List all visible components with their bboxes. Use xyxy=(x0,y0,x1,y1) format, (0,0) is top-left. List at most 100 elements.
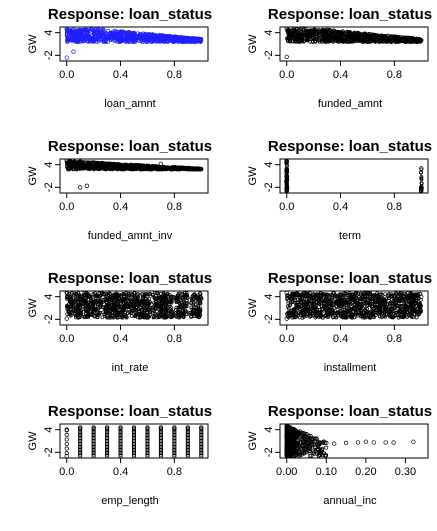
data-point xyxy=(95,293,100,298)
data-point xyxy=(311,308,316,312)
data-point xyxy=(81,30,85,35)
data-point xyxy=(328,28,332,32)
data-point xyxy=(118,302,123,307)
data-point xyxy=(130,307,134,312)
data-point xyxy=(307,291,312,295)
data-point xyxy=(328,293,333,298)
data-point xyxy=(398,298,403,303)
x-tick-label: 0.8 xyxy=(167,333,182,345)
data-point xyxy=(113,309,118,313)
data-point xyxy=(365,38,370,43)
data-point xyxy=(73,308,78,313)
data-point xyxy=(175,38,179,43)
data-point xyxy=(375,34,380,38)
data-point xyxy=(170,311,175,316)
data-point xyxy=(64,32,69,36)
data-point xyxy=(125,36,129,41)
data-point xyxy=(84,160,88,165)
data-point xyxy=(151,293,155,297)
data-point xyxy=(183,295,187,299)
data-point xyxy=(185,166,189,170)
data-point xyxy=(338,35,343,41)
y-tick-label: -2 xyxy=(43,50,55,60)
data-point xyxy=(310,305,315,310)
data-point xyxy=(292,292,296,297)
data-point xyxy=(311,313,315,318)
data-point xyxy=(286,311,290,316)
data-point xyxy=(98,305,103,309)
data-point xyxy=(338,312,342,317)
data-point xyxy=(399,312,404,317)
data-point xyxy=(74,34,78,38)
data-point xyxy=(148,291,152,296)
data-point xyxy=(419,38,424,43)
data-point xyxy=(120,315,125,320)
data-point xyxy=(115,35,119,40)
data-point xyxy=(393,306,398,310)
data-point xyxy=(119,298,123,303)
data-point xyxy=(154,297,158,302)
data-point xyxy=(285,170,289,175)
data-point xyxy=(346,301,350,306)
data-point xyxy=(191,296,196,301)
data-point xyxy=(82,315,87,320)
data-point xyxy=(317,315,322,319)
data-point xyxy=(138,35,143,40)
data-point xyxy=(387,314,392,319)
data-point xyxy=(105,300,109,305)
data-point xyxy=(131,39,136,44)
data-point xyxy=(165,35,170,39)
plot-title: Response: loan_status xyxy=(48,138,212,155)
data-point xyxy=(395,296,400,301)
data-point xyxy=(71,27,76,32)
data-point xyxy=(133,296,138,301)
data-point xyxy=(114,294,118,299)
data-point xyxy=(373,36,378,41)
data-point xyxy=(358,299,362,303)
data-point xyxy=(156,293,161,298)
data-point xyxy=(164,39,169,44)
data-point xyxy=(133,308,138,312)
data-point xyxy=(166,294,171,298)
data-point xyxy=(158,296,163,301)
data-point xyxy=(156,302,161,306)
data-point xyxy=(293,39,298,43)
data-point xyxy=(286,301,291,306)
data-point xyxy=(178,302,182,306)
data-point xyxy=(116,164,121,168)
y-axis-label: GW xyxy=(27,34,39,54)
data-point xyxy=(295,301,300,305)
data-point xyxy=(353,296,358,301)
data-point xyxy=(172,295,177,300)
data-point xyxy=(371,293,376,298)
data-point xyxy=(73,298,78,302)
data-point xyxy=(65,166,70,171)
x-axis-label: funded_amnt xyxy=(318,98,382,110)
data-point xyxy=(180,312,185,316)
data-point xyxy=(161,314,165,318)
data-point xyxy=(169,315,174,319)
data-point xyxy=(77,294,82,298)
y-tick-label: 4 xyxy=(263,162,275,168)
x-tick-label: 0.4 xyxy=(113,333,128,345)
data-point xyxy=(77,315,82,319)
data-point xyxy=(174,305,179,310)
data-point xyxy=(70,300,74,305)
data-point xyxy=(71,49,76,54)
plot-frame xyxy=(279,26,429,62)
data-point xyxy=(132,291,136,296)
data-point xyxy=(66,302,71,307)
data-point xyxy=(139,292,144,296)
data-point xyxy=(304,31,308,36)
data-point xyxy=(67,29,72,34)
data-point xyxy=(284,54,289,59)
data-point xyxy=(115,310,120,314)
data-point xyxy=(139,39,143,44)
data-point xyxy=(64,55,69,60)
y-tick-label: -2 xyxy=(263,50,275,60)
data-point xyxy=(353,310,358,314)
data-point xyxy=(199,296,204,301)
data-point xyxy=(333,31,338,35)
